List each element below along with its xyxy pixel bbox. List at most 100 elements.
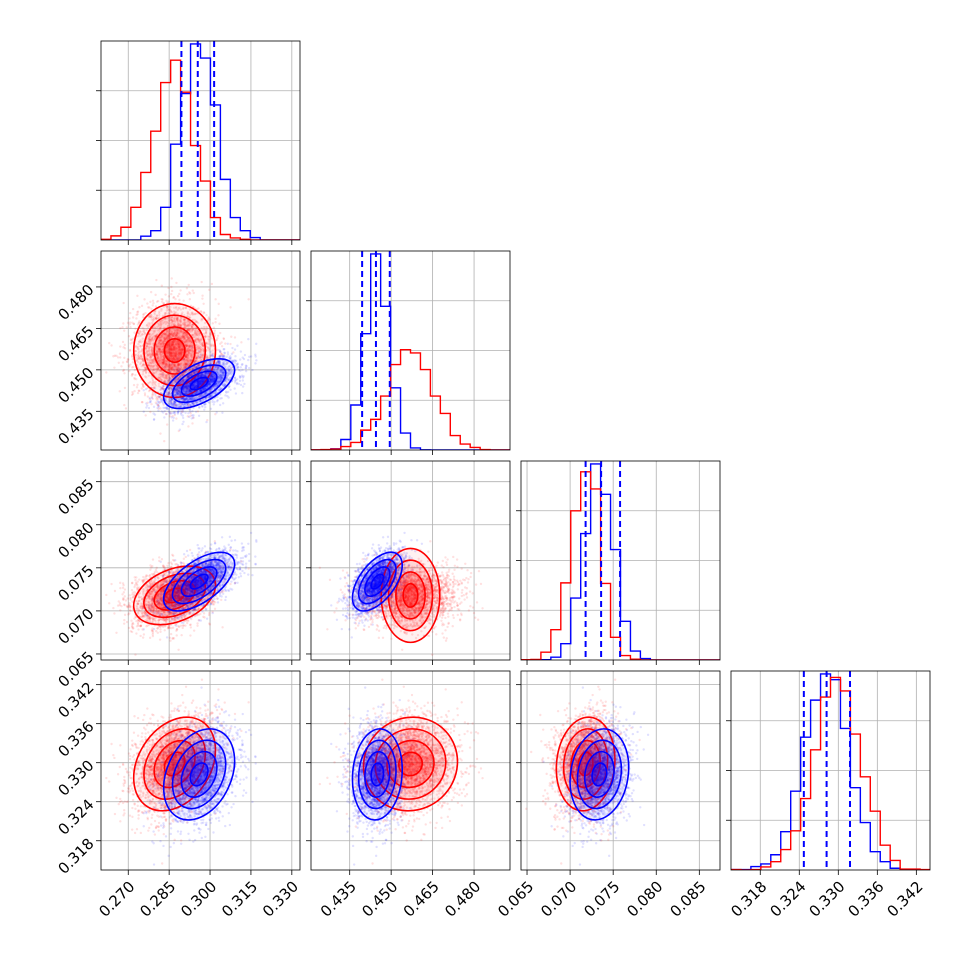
- scatter-point: [167, 286, 170, 290]
- scatter-point: [170, 285, 173, 289]
- scatter-point: [170, 332, 173, 336]
- scatter-point: [157, 299, 160, 303]
- scatter-point: [139, 354, 143, 357]
- scatter-point: [179, 351, 183, 354]
- scatter-point: [177, 342, 180, 346]
- scatter-point: [173, 345, 177, 349]
- scatter-point: [205, 325, 208, 329]
- scatter-point: [211, 359, 214, 363]
- scatter-point: [127, 364, 131, 367]
- scatter-point: [171, 345, 175, 349]
- scatter-point: [151, 350, 154, 354]
- scatter-point: [214, 317, 217, 321]
- scatter-point: [247, 298, 250, 301]
- scatter-point: [172, 310, 176, 313]
- scatter-point: [159, 432, 162, 435]
- scatter-point: [173, 363, 176, 367]
- scatter-point: [197, 337, 200, 340]
- scatter-point: [185, 332, 188, 335]
- scatter-point: [188, 396, 192, 399]
- scatter-point: [190, 373, 194, 376]
- scatter-point: [176, 370, 179, 374]
- scatter-point: [169, 344, 172, 348]
- scatter-point: [255, 359, 258, 362]
- scatter-point: [174, 342, 178, 346]
- scatter-point: [170, 355, 173, 358]
- scatter-point: [148, 352, 152, 355]
- scatter-point: [171, 320, 175, 323]
- scatter-point: [172, 347, 175, 350]
- scatter-point: [171, 358, 174, 361]
- scatter-point: [176, 350, 179, 353]
- scatter-point: [187, 346, 191, 349]
- scatter-point: [184, 355, 188, 359]
- scatter-point: [131, 372, 134, 376]
- scatter-point: [162, 371, 165, 374]
- scatter-point: [150, 353, 154, 357]
- scatter-point: [131, 337, 134, 341]
- scatter-point: [190, 358, 193, 362]
- scatter-point: [166, 335, 169, 339]
- scatter-point: [194, 334, 198, 337]
- scatter-point: [174, 403, 177, 407]
- scatter-point: [183, 323, 187, 326]
- scatter-point: [158, 336, 162, 339]
- scatter-point: [177, 369, 180, 372]
- scatter-point: [180, 348, 184, 351]
- scatter-point: [141, 337, 144, 340]
- scatter-point: [170, 292, 173, 296]
- scatter-point: [152, 364, 155, 368]
- scatter-point: [162, 359, 165, 362]
- scatter-point: [129, 338, 132, 341]
- scatter-point: [190, 347, 193, 350]
- scatter-point: [182, 366, 186, 369]
- scatter-point: [184, 365, 188, 368]
- scatter-point: [207, 356, 211, 359]
- scatter-point: [153, 367, 156, 371]
- scatter-point: [173, 321, 177, 324]
- scatter-point: [176, 336, 180, 339]
- scatter-point: [161, 364, 164, 367]
- scatter-point: [186, 360, 190, 363]
- scatter-point: [145, 351, 148, 355]
- scatter-point: [188, 308, 192, 311]
- scatter-point: [173, 319, 177, 322]
- scatter-point: [129, 326, 132, 329]
- scatter-point: [153, 311, 156, 314]
- scatter-point: [151, 336, 154, 340]
- scatter-point: [174, 305, 178, 309]
- scatter-point: [197, 363, 200, 367]
- scatter-point: [175, 357, 179, 360]
- scatter-point: [190, 330, 193, 333]
- scatter-point: [163, 356, 166, 360]
- scatter-point: [202, 325, 206, 329]
- scatter-point: [150, 348, 154, 351]
- scatter-point: [219, 331, 222, 335]
- scatter-point: [159, 377, 162, 381]
- scatter-point: [175, 346, 178, 350]
- scatter-point: [173, 345, 176, 349]
- scatter-point: [160, 358, 164, 362]
- scatter-point: [164, 317, 168, 320]
- scatter-point: [165, 412, 168, 416]
- scatter-point: [172, 364, 176, 367]
- scatter-point: [178, 348, 181, 352]
- scatter-point: [151, 359, 155, 362]
- scatter-point: [191, 327, 195, 331]
- scatter-point: [191, 409, 194, 413]
- scatter-point: [166, 393, 169, 397]
- scatter-point: [188, 388, 191, 392]
- scatter-point: [182, 336, 186, 339]
- scatter-point: [157, 351, 160, 354]
- scatter-point: [136, 354, 140, 357]
- scatter-point: [162, 352, 165, 356]
- scatter-point: [160, 297, 163, 301]
- scatter-point: [167, 375, 170, 379]
- scatter-point: [159, 347, 162, 350]
- scatter-point: [247, 337, 250, 341]
- scatter-point: [140, 400, 144, 404]
- scatter-point: [171, 350, 174, 353]
- scatter-point: [202, 332, 206, 336]
- scatter-point: [130, 373, 134, 376]
